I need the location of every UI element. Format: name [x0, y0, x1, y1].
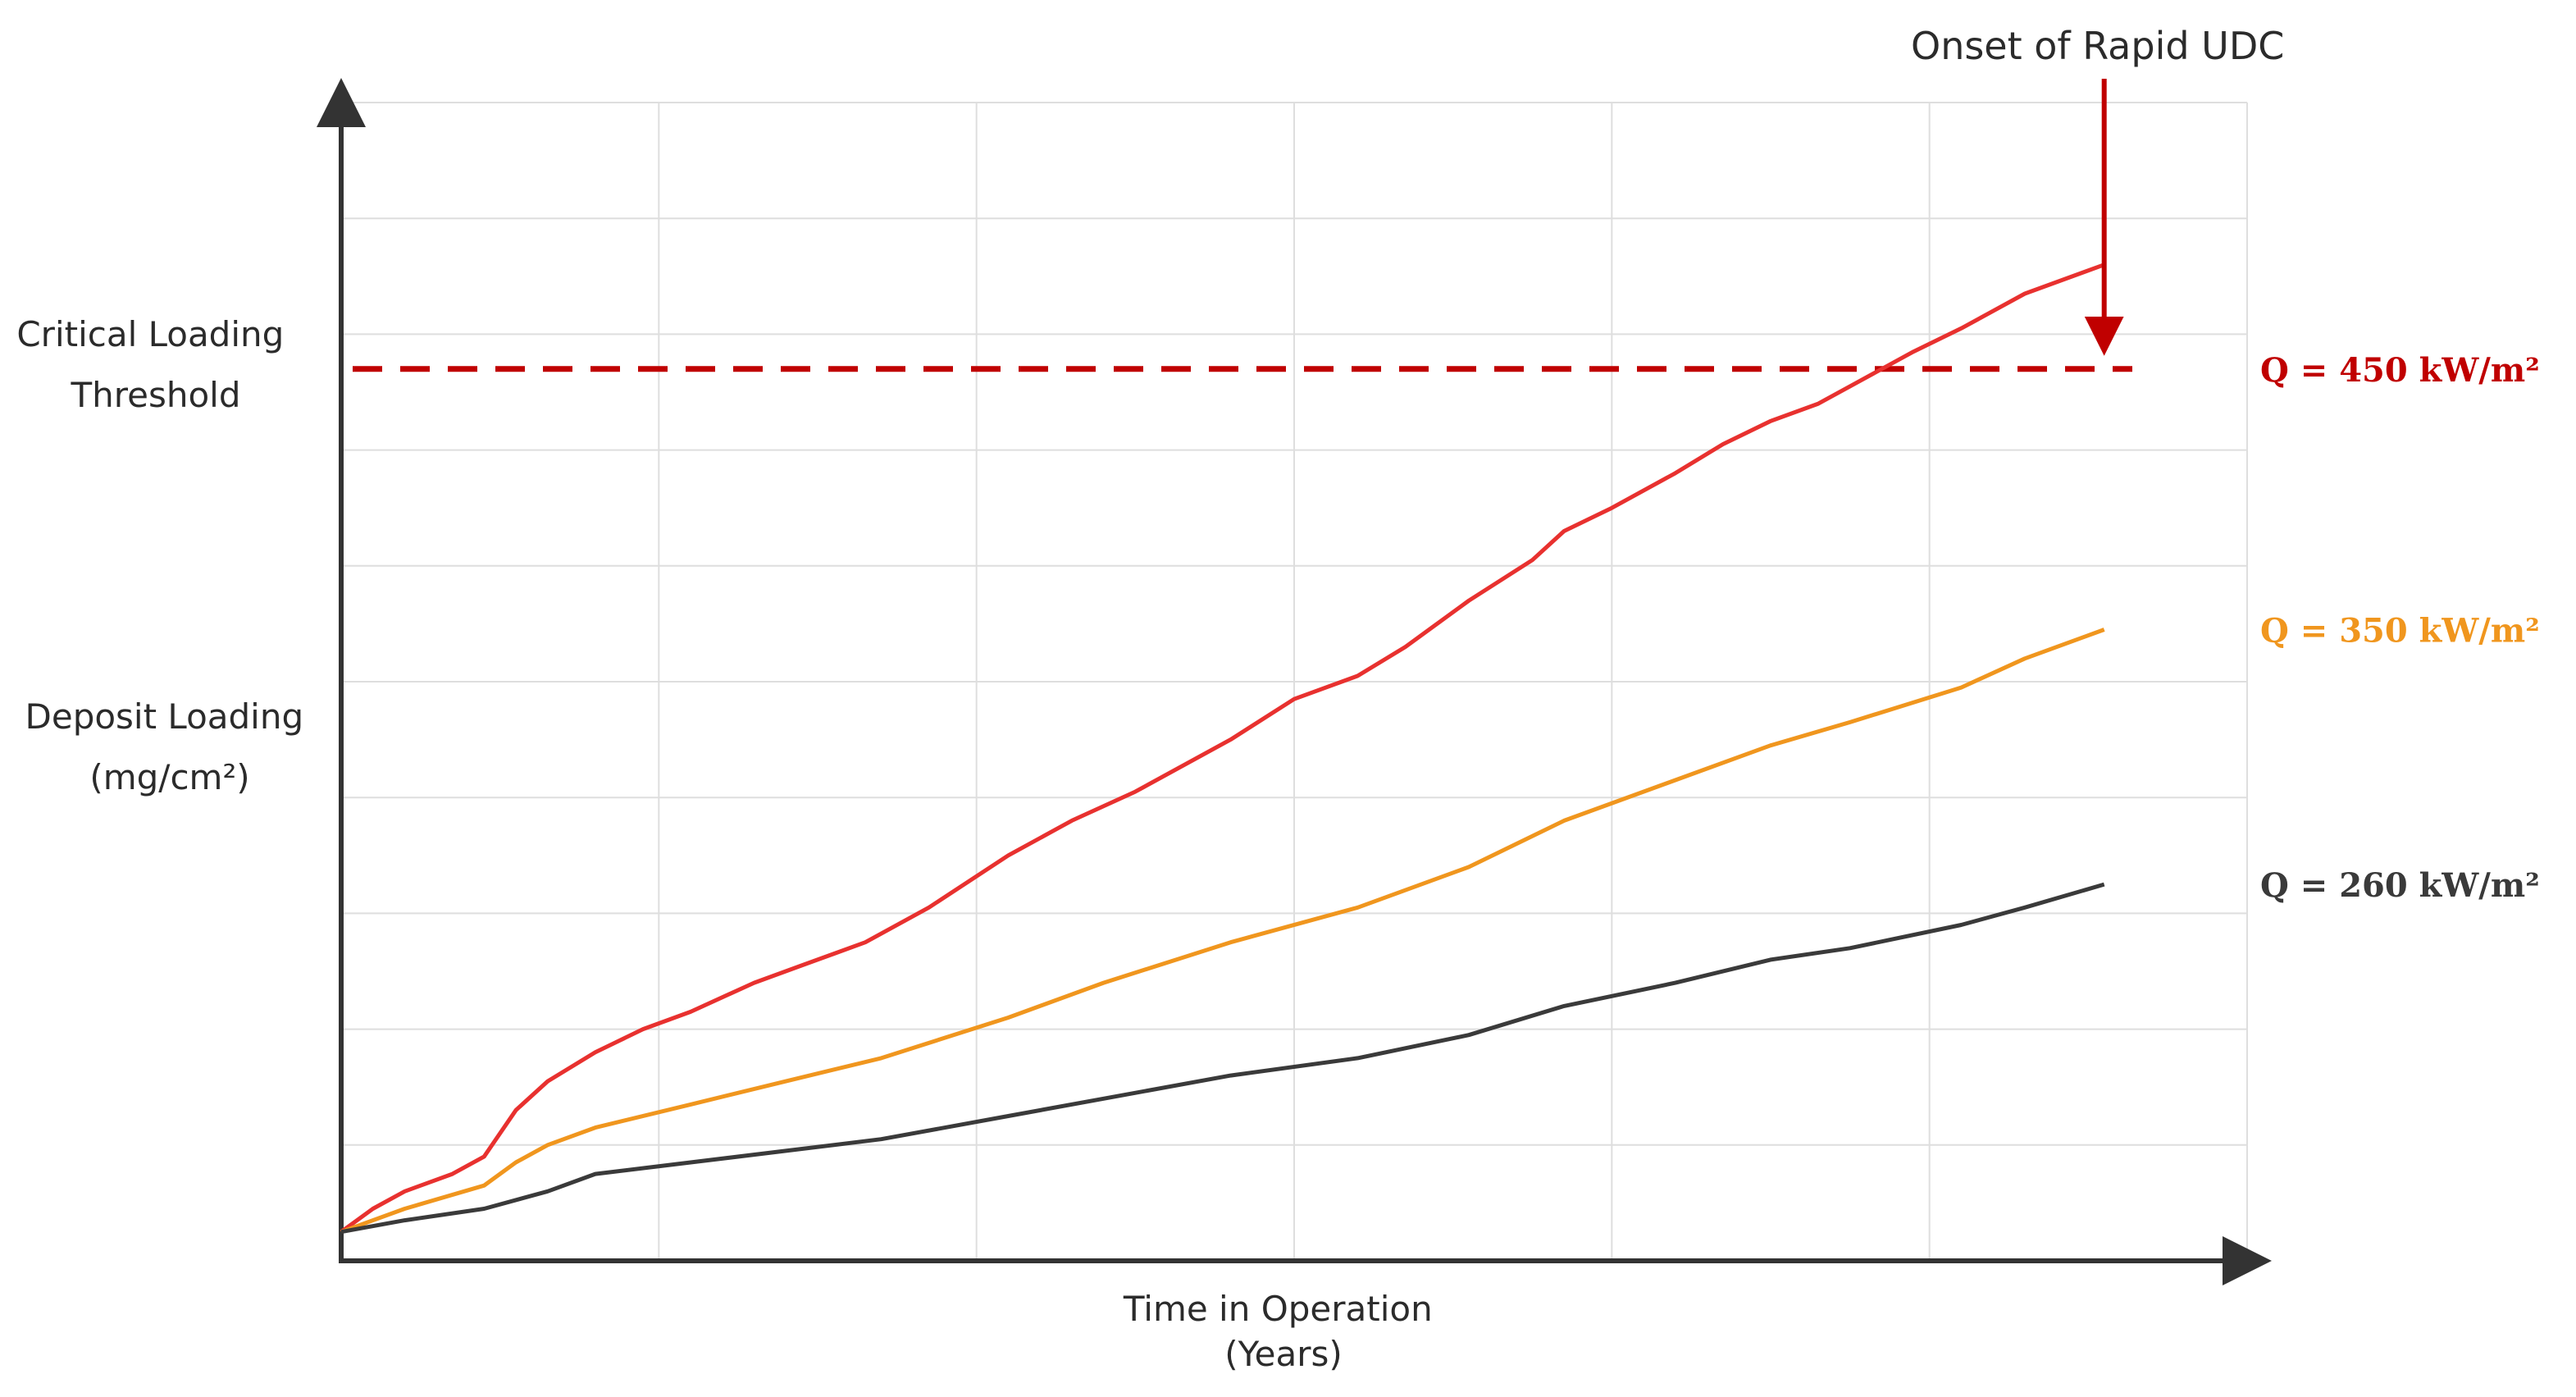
y-axis-label-line-1: Deposit Loading — [25, 696, 304, 737]
x-axis-label-line-2: (Years) — [1224, 1334, 1343, 1374]
series-label: Q = 260 kW/m² — [2260, 866, 2540, 905]
y-axis-label: Deposit Loading (mg/cm²) — [25, 696, 315, 797]
threshold-label-line-1: Critical Loading — [16, 314, 284, 354]
rapid-udc-annotation: Onset of Rapid UDC — [1911, 24, 2284, 68]
threshold-label-line-2: Threshold — [71, 375, 241, 415]
axes — [317, 78, 2272, 1285]
series-label: Q = 450 kW/m² — [2260, 351, 2540, 390]
series-line — [340, 628, 2105, 1235]
series-lines — [340, 263, 2105, 1235]
gridlines — [341, 102, 2248, 1261]
series-label: Q = 350 kW/m² — [2260, 611, 2540, 650]
series-labels: Q = 450 kW/m² Q = 350 kW/m² Q = 260 kW/m² — [2260, 351, 2540, 905]
series-line — [340, 263, 2105, 1234]
x-axis-label: Time in Operation (Years) — [1123, 1289, 1443, 1374]
y-axis-label-line-2: (mg/cm²) — [89, 757, 249, 797]
series-line — [340, 882, 2105, 1235]
x-axis-label-line-1: Time in Operation — [1123, 1289, 1433, 1329]
threshold-label: Critical Loading Threshold — [16, 314, 294, 415]
